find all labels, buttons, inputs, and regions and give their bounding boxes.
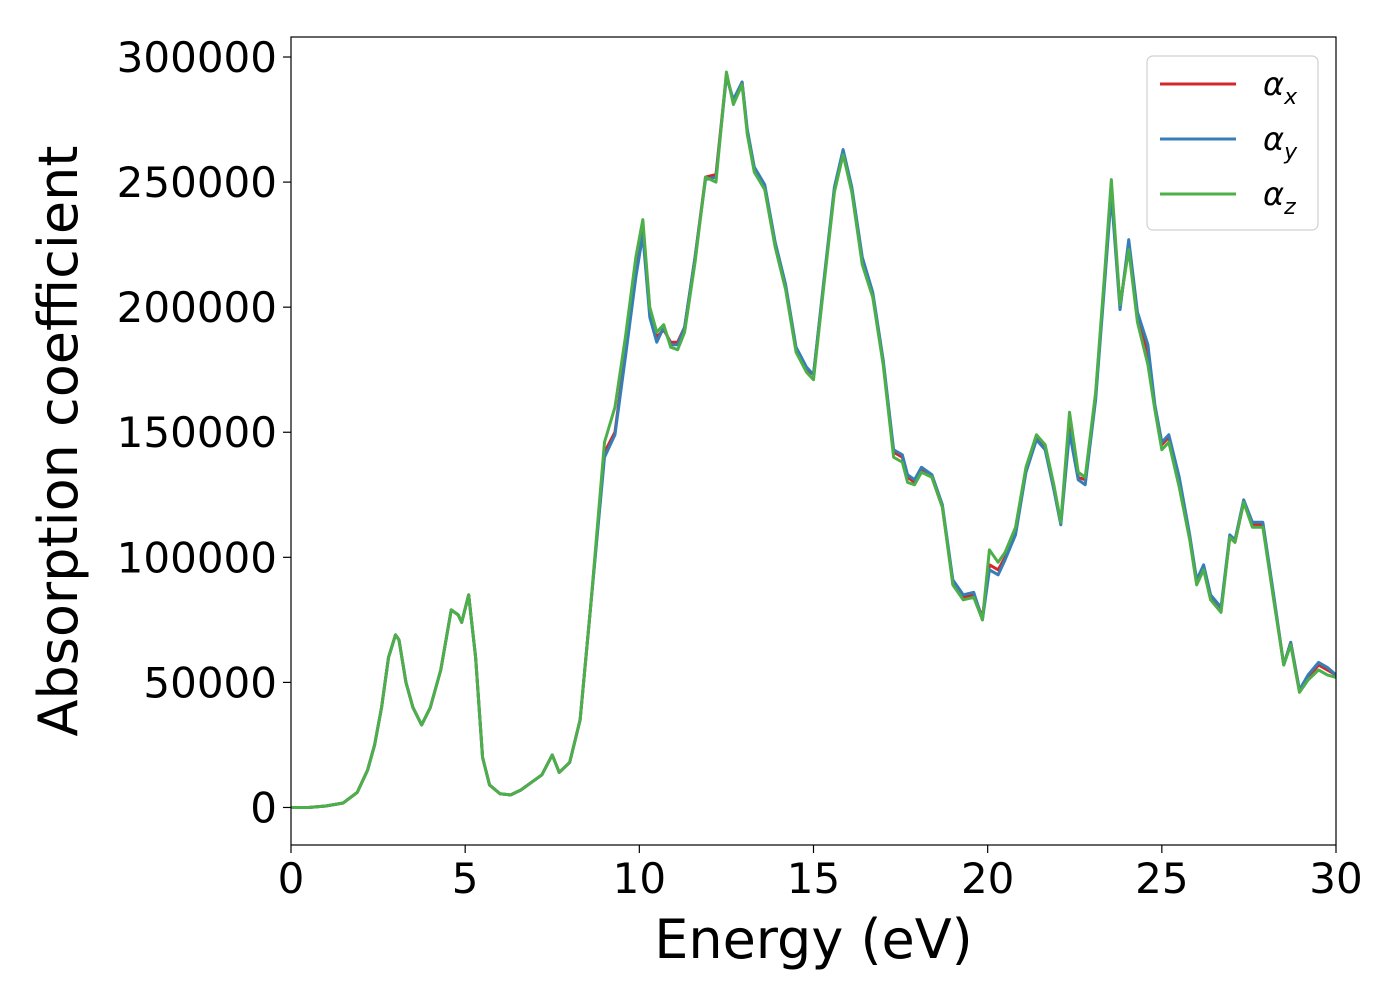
series-line-2 — [291, 70, 1336, 809]
x-axis-title: Energy (eV) — [654, 908, 973, 971]
y-tick-label: 150000 — [117, 408, 277, 457]
x-axis: 0 5 10 15 20 25 30 — [278, 845, 1363, 903]
y-tick-label: 100000 — [117, 533, 277, 582]
y-axis-title: Absorption coefficient — [27, 146, 90, 737]
legend-label-0: αx — [1263, 65, 1298, 110]
y-tick-label: 50000 — [143, 658, 277, 707]
x-tick-label: 0 — [278, 854, 305, 903]
legend-label-2: αz — [1263, 175, 1296, 220]
x-tick-label: 25 — [1135, 854, 1188, 903]
series-layer — [291, 70, 1336, 809]
legend: αx αy αz — [1146, 55, 1319, 231]
x-tick-label: 10 — [613, 854, 666, 903]
x-tick-label: 15 — [787, 854, 840, 903]
y-tick-label: 300000 — [117, 33, 277, 82]
y-tick-label: 0 — [250, 783, 277, 832]
y-tick-label: 200000 — [117, 283, 277, 332]
x-tick-label: 30 — [1309, 854, 1362, 903]
legend-frame — [1146, 55, 1319, 231]
y-axis: 0 50000 100000 150000 200000 250000 300000 — [117, 33, 291, 832]
legend-label-1: αy — [1263, 120, 1298, 165]
x-tick-label: 5 — [452, 854, 479, 903]
y-tick-label: 250000 — [117, 158, 277, 207]
x-tick-label: 20 — [961, 854, 1014, 903]
